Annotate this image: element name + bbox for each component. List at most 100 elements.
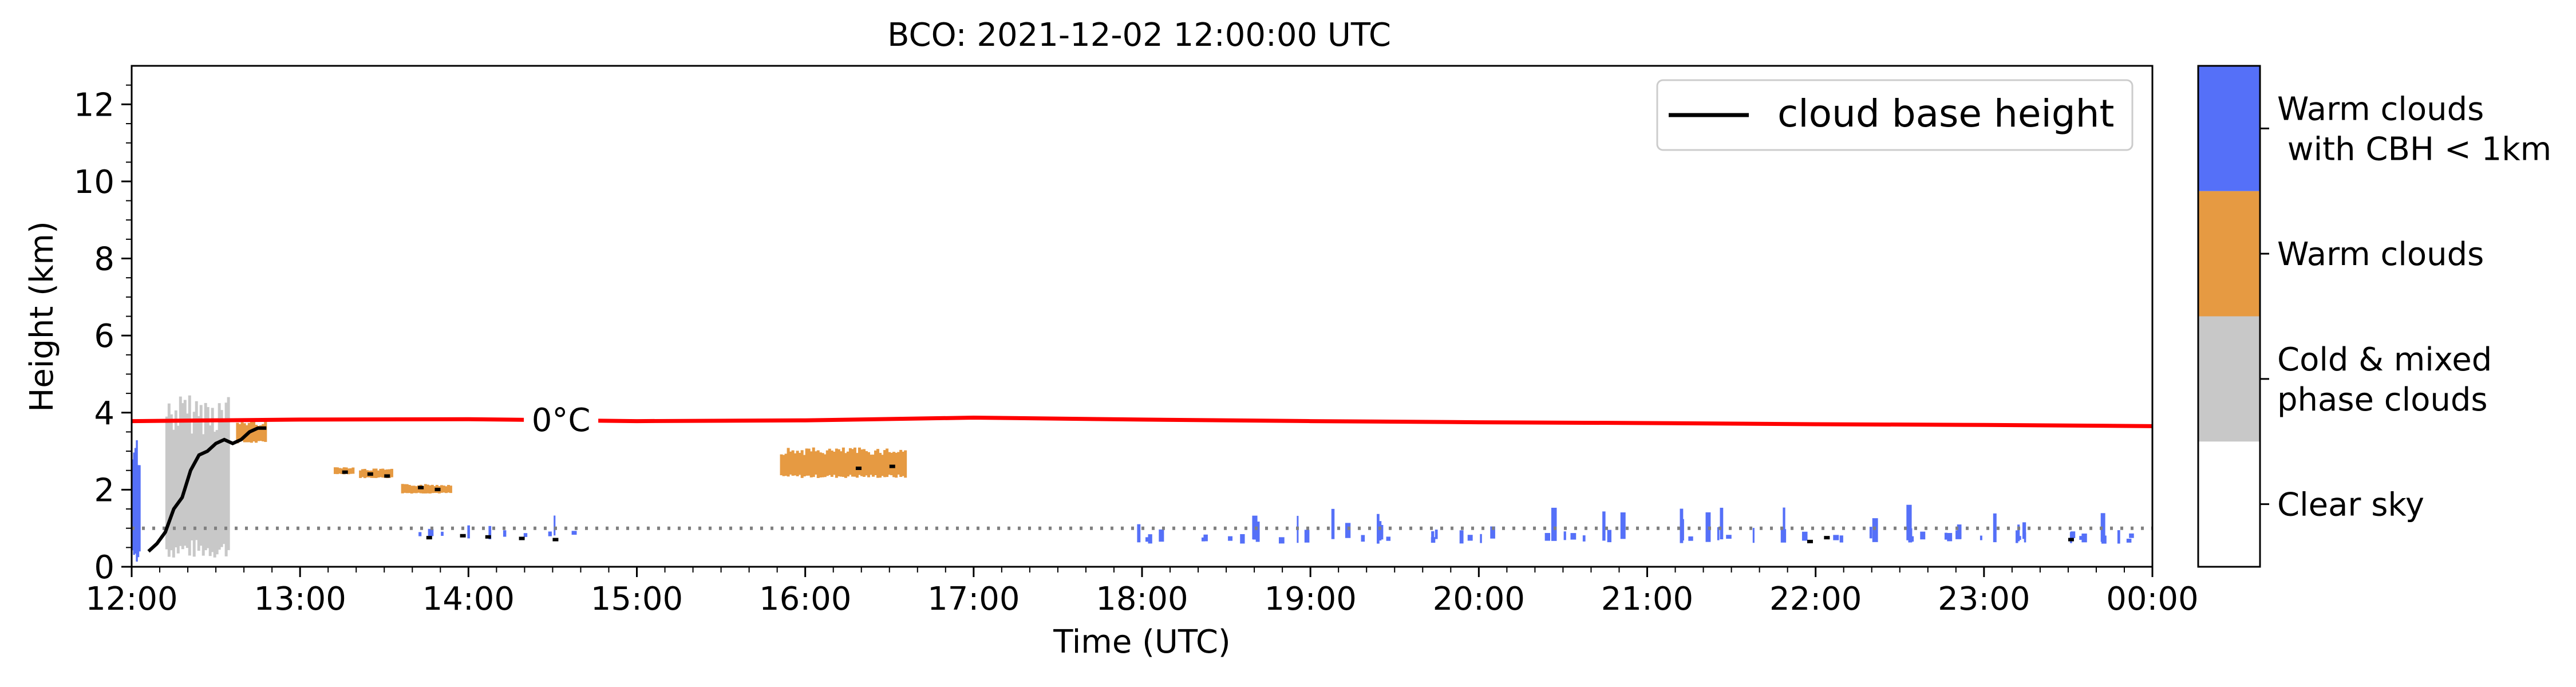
cloud-cell: [895, 452, 898, 478]
cloud-cell: [488, 526, 492, 540]
cloud-cell: [1908, 528, 1913, 543]
cloud-cell: [1839, 535, 1843, 543]
cloud-cell: [1570, 533, 1577, 540]
cloud-cell: [2117, 530, 2120, 544]
cloud-cell: [347, 468, 350, 475]
cloud-cell: [2017, 524, 2020, 542]
cloud-base-height-point: [426, 536, 432, 540]
cloud-cell: [172, 429, 175, 558]
cloud-cell: [1980, 535, 1982, 540]
x-tick-label: 20:00: [1433, 581, 1525, 618]
x-tick-label: 23:00: [1938, 581, 2030, 618]
x-tick-label: 00:00: [2106, 581, 2198, 618]
cloud-cell: [1304, 530, 1310, 543]
cloud-cell: [554, 515, 556, 536]
cloud-cell: [137, 465, 140, 558]
cloud-cell: [213, 432, 216, 558]
cloud-cell: [1467, 535, 1473, 541]
cloud-cell: [1833, 535, 1839, 540]
x-tick-label: 13:00: [254, 581, 346, 618]
x-tick-label: 14:00: [422, 581, 515, 618]
y-tick-label: 8: [94, 241, 114, 278]
cloud-cell: [798, 453, 801, 475]
cloud-base-height-point: [1807, 539, 1813, 543]
cloud-cell: [1993, 513, 1997, 543]
cloud-cell: [335, 467, 339, 475]
x-tick-label: 15:00: [591, 581, 683, 618]
cloud-cell: [1377, 514, 1380, 544]
legend-label: cloud base height: [1777, 92, 2114, 136]
cloud-cell: [222, 420, 226, 544]
cloud-cell: [365, 470, 369, 477]
cloud-cell: [841, 447, 845, 477]
cloud-cell: [867, 452, 870, 477]
cloud-cell: [851, 449, 854, 477]
cloud-base-height-point: [367, 472, 373, 476]
cloud-cell: [1801, 531, 1808, 541]
cloud-cell: [426, 484, 429, 493]
cloud-base-height-point: [460, 534, 466, 538]
cloud-cell: [784, 453, 788, 476]
cloud-cell: [853, 447, 856, 477]
colorbar-label: Warm clouds with CBH < 1km: [2277, 90, 2551, 168]
cloud-cell: [1563, 531, 1566, 540]
cloud-cell: [238, 424, 242, 442]
cloud-cell: [879, 453, 882, 478]
cloud-cell: [174, 410, 177, 548]
cloud-cell: [428, 485, 432, 494]
cloud-cell: [816, 450, 820, 478]
x-axis: 12:00 13:00 14:00 15:00 16:00 17:00 18:00 19:00…: [85, 567, 2199, 618]
cloud-cell: [902, 451, 905, 476]
cloud-cell: [1688, 536, 1693, 541]
cloud-cell: [782, 455, 785, 476]
y-tick-label: 10: [74, 164, 114, 201]
colorbar-segment: [2198, 191, 2260, 317]
cloud-cell: [1780, 529, 1787, 543]
cloud-cell: [1203, 534, 1208, 542]
cloud-cell: [202, 434, 205, 556]
cloud-cell: [1911, 536, 1914, 542]
cloud-cell: [1459, 530, 1464, 544]
cloud-cell: [855, 453, 859, 478]
cloud-cell: [408, 485, 411, 493]
cloud-cell: [467, 525, 470, 539]
cloud-cell: [363, 469, 366, 479]
cloud-cell: [195, 401, 198, 540]
cloud-cell: [2022, 522, 2026, 539]
cloud-cell: [828, 448, 831, 475]
cloud-region: [780, 447, 907, 478]
cloud-base-height-point: [418, 485, 424, 489]
cloud-cell: [133, 452, 135, 555]
cloud-cell: [424, 484, 427, 493]
cloud-cell: [1872, 518, 1878, 542]
cloud-cell: [401, 484, 404, 493]
x-tick-label: 18:00: [1096, 581, 1188, 618]
cloud-cell: [167, 403, 171, 557]
cloud-cell: [890, 452, 894, 476]
colorbar-segment: [2198, 66, 2260, 191]
cloud-cell: [384, 469, 387, 478]
cloud-base-height-point: [342, 470, 348, 474]
cloud-cell: [860, 449, 863, 476]
chart-title: BCO: 2021-12-02 12:00:00 UTC: [887, 17, 1391, 54]
cloud-cell: [2126, 538, 2132, 543]
cloud-cell: [442, 485, 445, 493]
cloud-cell: [1386, 536, 1391, 541]
cloud-cell: [1378, 521, 1382, 541]
cloud-cell: [444, 486, 448, 493]
cloud-cell: [243, 423, 246, 443]
cloud-cell: [351, 467, 355, 474]
cloud-cell: [888, 452, 891, 475]
x-axis-label: Time (UTC): [1053, 623, 1231, 661]
cloud-cell: [199, 405, 203, 546]
cloud-cell: [848, 448, 852, 475]
cloud-cell: [876, 449, 880, 478]
legend: cloud base height: [1656, 79, 2134, 151]
cloud-cell: [136, 440, 138, 562]
cloud-cell: [523, 533, 528, 537]
cloud-cell: [864, 451, 868, 476]
cloud-cell: [832, 451, 836, 475]
y-tick-label: 4: [94, 395, 114, 432]
y-axis-label: Height (km): [23, 221, 61, 412]
cloud-cell: [1431, 537, 1436, 543]
